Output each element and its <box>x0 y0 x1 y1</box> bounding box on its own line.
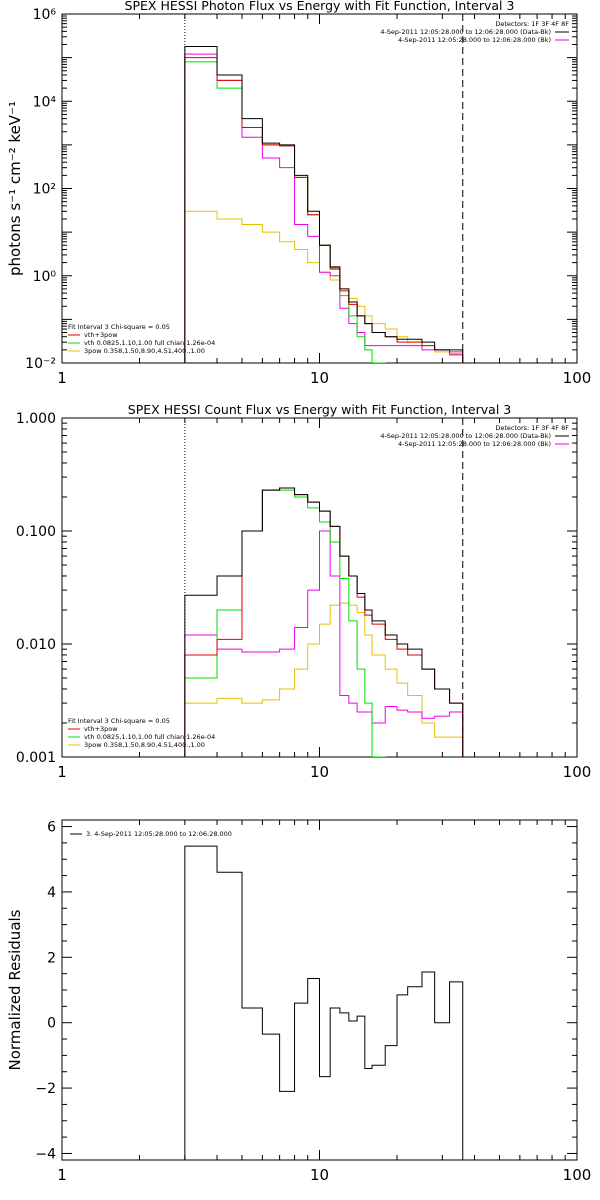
x-tick-label: 100 <box>563 369 592 387</box>
y-axis-label: photons s⁻¹ cm⁻² keV⁻¹ <box>6 101 24 276</box>
chart-title: SPEX HESSI Count Flux vs Energy with Fit… <box>128 402 511 417</box>
y-tick-label: 4 <box>47 885 56 901</box>
legend-entry: 4-Sep-2011 12:05:28.000 to 12:06:28.000 … <box>380 28 551 36</box>
y-tick-label: −2 <box>35 1081 56 1097</box>
y-tick-label: 10⁶ <box>33 7 57 23</box>
legend-entry: 4-Sep-2011 12:05:28.000 to 12:06:28.000 … <box>398 440 551 448</box>
legend-entry: 4-Sep-2011 12:05:28.000 to 12:06:28.000 … <box>380 432 551 440</box>
legend-entry: 3. 4-Sep-2011 12:05:28.000 to 12:06:28.0… <box>86 830 232 838</box>
panel-3: 1 10 100 −4 −2 0 2 4 6 Normalized Residuals 3. 4-S… <box>6 819 592 1184</box>
x-tick-label: 1 <box>57 1166 67 1184</box>
plot-frame <box>61 13 578 364</box>
y-tick-label: 0 <box>47 1016 56 1032</box>
legend-entry: 4-Sep-2011 12:05:28.000 to 12:06:28.000 … <box>398 36 551 44</box>
series-vth <box>184 489 464 757</box>
legend-header: Fit Interval 3 Chi-square = 0.05 <box>68 323 170 331</box>
y-tick-label: 10² <box>33 182 56 198</box>
series-data-bk <box>184 45 464 363</box>
x-tick-label: 10 <box>310 763 329 781</box>
legend-entry: vth+3pow <box>84 725 118 733</box>
legend-entry: vth 0.0825,1.10,1.00 full chian 1.26e-04 <box>84 733 215 741</box>
series-bkg <box>184 53 464 363</box>
series-3pow <box>184 210 464 363</box>
legend-header: Detectors: 1F 3F 4F 8F <box>495 20 569 28</box>
series-vth <box>184 61 464 363</box>
x-tick-label: 1 <box>57 369 67 387</box>
x-tick-label: 100 <box>563 1166 592 1184</box>
y-tick-label: 1.000 <box>16 411 56 427</box>
legend-entry: 3pow 0.358,1.50,8.90,4.51,400.,1.00 <box>84 741 205 749</box>
y-tick-label: 10⁰ <box>33 269 57 285</box>
y-tick-label: 0.010 <box>16 637 56 653</box>
panel-2: 1 10 100 0.001 0.010 0.100 1.000 SPEX HESSI Cou… <box>16 402 592 781</box>
series-vth-3pow <box>184 487 464 757</box>
legend-entry: vth 0.0825,1.10,1.00 full chian 1.26e-04 <box>84 339 215 347</box>
x-tick-label: 10 <box>310 369 329 387</box>
y-tick-label: 2 <box>47 950 56 966</box>
y-tick-label: 0.100 <box>16 524 56 540</box>
x-tick-label: 10 <box>310 1166 329 1184</box>
series-3pow <box>184 602 464 757</box>
y-tick-label: 10⁻² <box>25 356 56 372</box>
series-bkg <box>184 530 464 757</box>
y-tick-label: −4 <box>35 1146 56 1162</box>
x-tick-label: 100 <box>563 763 592 781</box>
chart-title: SPEX HESSI Photon Flux vs Energy with Fi… <box>125 0 515 13</box>
series-vth-3pow <box>184 57 464 363</box>
legend-entry: 3pow 0.358,1.50,8.90,4.51,400.,1.00 <box>84 347 205 355</box>
legend-header: Detectors: 1F 3F 4F 8F <box>495 424 569 432</box>
y-tick-label: 0.001 <box>16 750 56 766</box>
panel-1: 1 10 100 10⁻² 10⁰ 10² 10⁴ 10⁶ SPEX HESSI Photon … <box>6 0 591 387</box>
y-axis-label: Normalized Residuals <box>6 909 24 1070</box>
legend-entry: vth+3pow <box>84 331 118 339</box>
series-data-bk <box>184 487 464 757</box>
legend-header: Fit Interval 3 Chi-square = 0.05 <box>68 717 170 725</box>
x-tick-label: 1 <box>57 763 67 781</box>
series-residuals <box>184 845 464 1160</box>
y-tick-label: 6 <box>47 820 56 836</box>
y-tick-label: 10⁴ <box>33 94 57 110</box>
